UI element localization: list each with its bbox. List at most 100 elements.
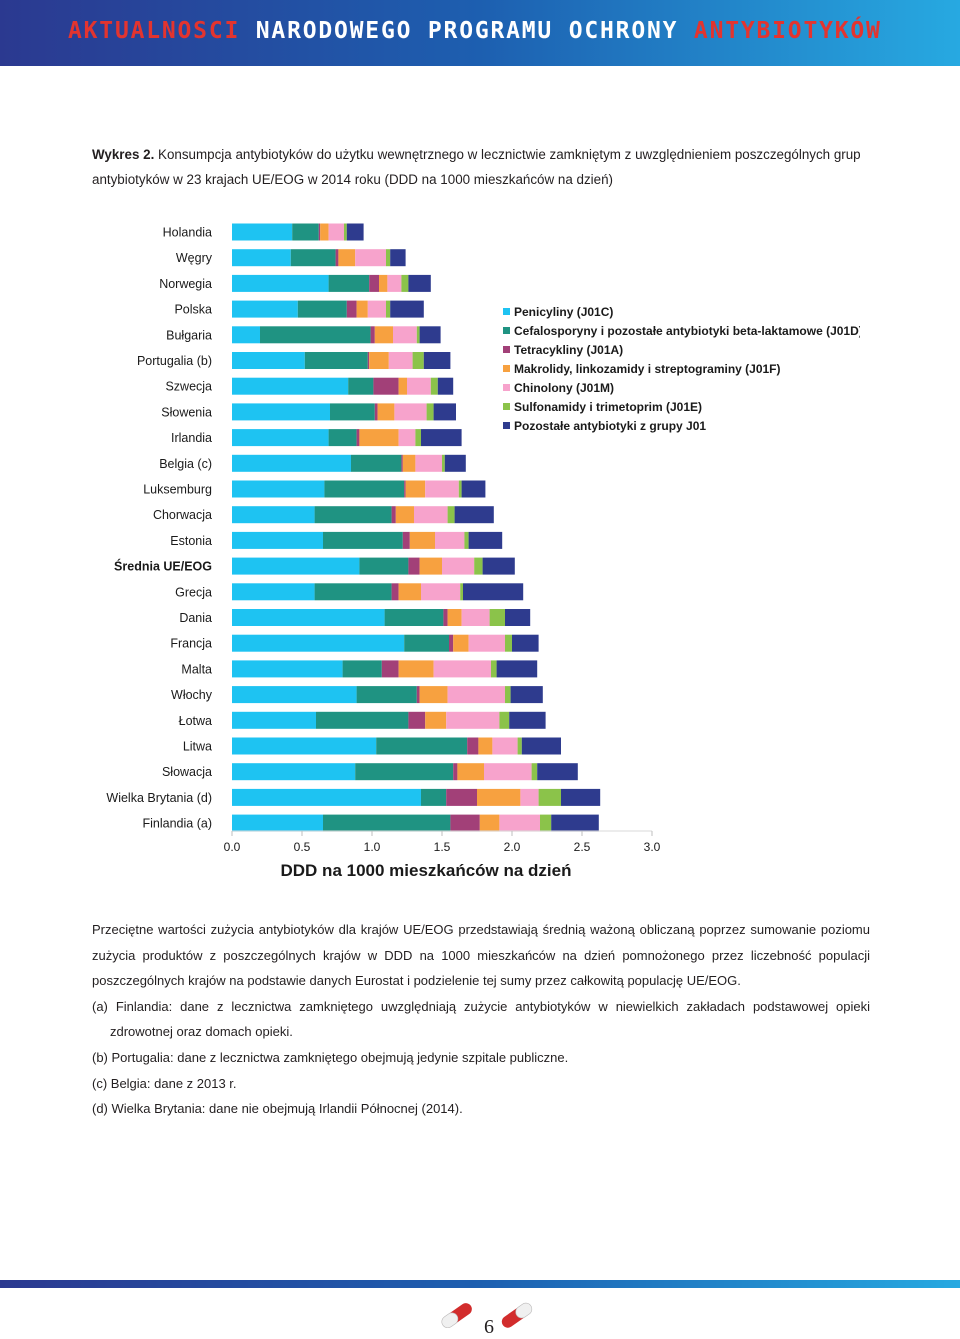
x-tick-label: 0.5 [294,840,311,854]
category-label: Holandia [163,226,212,240]
bar-segment [374,326,393,344]
bar-segment [458,480,462,498]
bar-segment [386,249,391,267]
bar-segment [453,763,458,781]
bar-segment [328,274,370,292]
bar-segment [388,352,413,369]
category-label: Litwa [183,740,212,754]
bar-segment [477,788,521,806]
category-label: Szwecja [165,380,212,394]
bar-segment [377,403,395,421]
bar-segment [407,377,431,395]
bar-segment [520,788,539,806]
bar-segment [496,660,538,678]
legend-swatch [503,365,510,372]
category-labels: Holandia Węgry Norwegia Polska Bułgaria Portu… [106,226,212,831]
bar-segment [260,326,371,344]
note-a: (a) Finlandia: dane z lecznictwa zamknię… [92,998,870,1040]
bar-segment [442,557,475,575]
bar-segment [232,788,421,806]
footer-line [0,1280,960,1288]
bar-segment [489,609,505,626]
bar-segment [390,249,406,267]
bar-segment [374,403,378,421]
header-title-part2: NARODOWEGO PROGRAMU OCHRONY [255,18,679,44]
bar-segment [359,429,399,447]
bar-segment [387,274,402,292]
bar-segment [232,609,385,626]
bar-segment [499,814,540,832]
x-axis-title: DDD na 1000 mieszkańców na dzień [281,861,572,880]
figure-caption-text: Konsumpcja antybiotyków do użytku wewnęt… [92,147,861,187]
bar-segment [419,557,442,575]
bar-segment [531,763,538,781]
bar-segment [408,557,420,575]
category-label: Dania [179,611,212,625]
bar-segment [468,634,505,652]
bar-segment [402,454,416,472]
bar-segment [232,506,315,524]
header-title-part3: ANTYBIOTYKÓW [693,18,882,44]
bar-segment [479,814,500,832]
bar-segment [232,326,260,344]
header-title-part1: AKTUALNOSCI [68,18,241,44]
bar-segment [232,352,305,369]
chart-legend: Penicyliny (J01C) Cefalosporyny i pozosta… [503,305,860,433]
legend-swatch [503,327,510,334]
bar-segment [232,377,349,395]
bar-segment [393,326,417,344]
page-number: 6 [484,1316,494,1338]
bar-segment [232,660,343,678]
bar-segment [355,763,454,781]
bar-segment [381,660,399,678]
bar-segment [454,506,494,524]
bar-segment [499,711,510,729]
category-label: Norwegia [159,277,212,291]
bar-segment [443,609,448,626]
note-b: (b) Portugalia: dane z lecznictwa zamkni… [92,1049,569,1065]
x-tick-label: 3.0 [644,840,661,854]
bar-segment [512,634,539,652]
category-label: Włochy [171,688,213,702]
bar-segment [232,711,316,729]
bar-segment [444,454,466,472]
bar-segment [314,583,392,601]
bar-segment [433,403,456,421]
category-label: Średnia UE/EOG [114,559,212,574]
category-label: Malta [181,662,212,676]
bar-segment [421,429,462,447]
bar-segment [408,711,426,729]
legend-label: Pozostałe antybiotyki z grupy J01 [514,419,706,433]
legend-swatch [503,346,510,353]
category-label: Chorwacja [153,508,212,522]
bar-segment [316,711,409,729]
bar-segment [415,454,442,472]
bar-segment [421,788,447,806]
bar-segment [425,711,447,729]
bar-segment [425,480,459,498]
bar-segment [335,249,339,267]
bar-segment [398,377,407,395]
bar-segment [460,583,463,601]
bar-segment [356,686,417,704]
x-tick-label: 2.0 [504,840,521,854]
bar-segment [419,686,448,704]
category-label: Słowacja [162,765,212,779]
bar-segment [468,531,503,549]
bar-segment [453,634,469,652]
pills-icon [441,1302,533,1329]
bar-segment [510,686,543,704]
bar-segment [505,634,512,652]
bar-segment [356,300,368,318]
bar-segment [442,454,445,472]
bar-segment [395,506,414,524]
x-tick-label: 1.5 [434,840,451,854]
bar-segment [401,454,403,472]
category-label: Portugalia (b) [137,354,212,368]
bar-segment [232,480,325,498]
bar-segment [447,609,462,626]
bar-segment [404,634,449,652]
category-label: Łotwa [179,714,212,728]
bar-segment [232,300,298,318]
bar-segment [342,660,382,678]
